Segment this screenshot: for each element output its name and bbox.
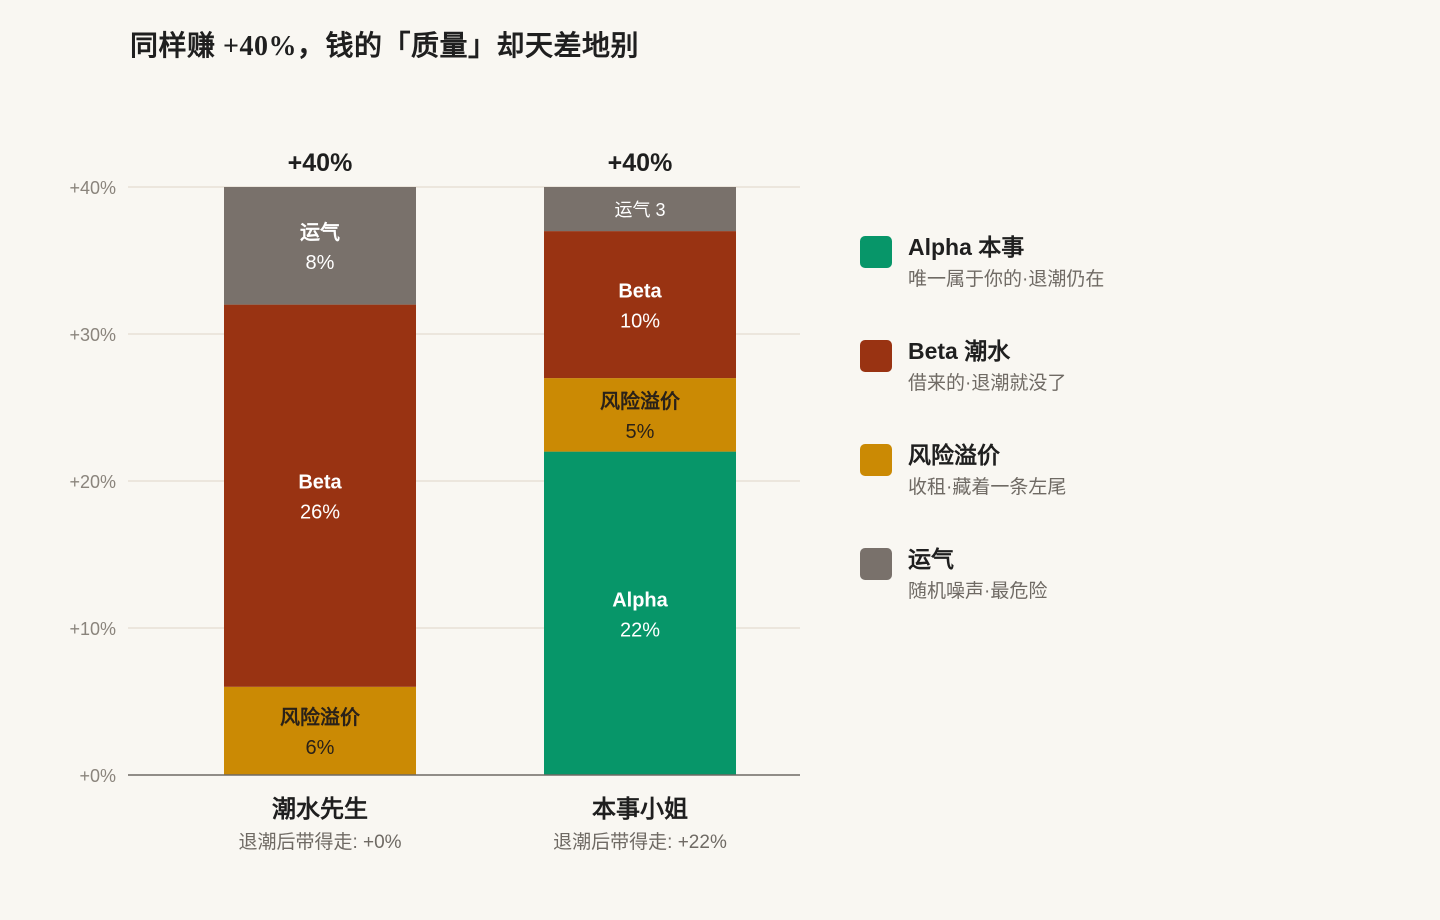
legend-item-luck: 运气 随机噪声·最危险	[860, 538, 1400, 642]
segment-value-label: 8%	[306, 252, 335, 274]
bar-segment-alpha	[544, 451, 736, 775]
y-tick-label: +0%	[79, 766, 116, 786]
stacked-bar-chart: +0% +10% +20% +30% +40% 风险溢价 6% Beta 26% 运气 8% +40%…	[69, 149, 800, 853]
legend-swatch-alpha	[860, 236, 892, 268]
bar-total-label: +40%	[288, 149, 353, 177]
legend-swatch-beta	[860, 340, 892, 372]
segment-label: Beta	[298, 472, 342, 494]
bar-segment-beta	[544, 231, 736, 379]
y-tick-label: +40%	[69, 178, 116, 198]
legend-item-alpha: Alpha 本事 唯一属于你的·退潮仍在	[860, 226, 1400, 330]
category-note: 退潮后带得走: +0%	[238, 831, 401, 853]
segment-value-label: 26%	[300, 502, 340, 524]
y-tick-label: +30%	[69, 325, 116, 345]
y-tick-label: +10%	[69, 619, 116, 639]
legend-swatch-luck	[860, 548, 892, 580]
legend-item-beta: Beta 潮水 借来的·退潮就没了	[860, 330, 1400, 434]
legend-label: 运气	[908, 546, 954, 572]
segment-value-label: 5%	[626, 421, 655, 443]
legend-description: 收租·藏着一条左尾	[908, 477, 1067, 498]
legend: Alpha 本事 唯一属于你的·退潮仍在 Beta 潮水 借来的·退潮就没了 风…	[860, 226, 1400, 642]
bar-segment-luck	[224, 187, 416, 305]
legend-description: 唯一属于你的·退潮仍在	[908, 269, 1105, 290]
bar-total-label: +40%	[608, 149, 673, 177]
legend-label: Beta 潮水	[908, 338, 1011, 364]
legend-swatch-risk-premium	[860, 444, 892, 476]
segment-value-label: 6%	[306, 737, 335, 759]
segment-value-label: 10%	[620, 311, 660, 333]
segment-label: Beta	[618, 281, 662, 303]
category-note: 退潮后带得走: +22%	[553, 831, 727, 853]
segment-value-label: 22%	[620, 619, 660, 641]
bar-segment-beta	[224, 304, 416, 687]
segment-label: 风险溢价	[280, 705, 361, 729]
category-label: 潮水先生	[272, 796, 368, 823]
legend-label: 风险溢价	[908, 442, 1000, 468]
legend-label: Alpha 本事	[908, 234, 1025, 260]
segment-label: 运气	[300, 220, 340, 244]
segment-label: 风险溢价	[600, 389, 681, 413]
legend-item-risk-premium: 风险溢价 收租·藏着一条左尾	[860, 434, 1400, 538]
segment-label: Alpha	[612, 589, 668, 611]
bar-segment-premium	[544, 378, 736, 452]
y-tick-label: +20%	[69, 472, 116, 492]
category-label: 本事小姐	[592, 796, 688, 823]
bar-segment-premium	[224, 686, 416, 775]
chart-title: 同样赚 +40%，钱的「质量」却天差地别	[130, 31, 639, 62]
bar-segment-luck	[544, 187, 736, 232]
legend-description: 借来的·退潮就没了	[908, 373, 1067, 394]
legend-description: 随机噪声·最危险	[908, 581, 1048, 602]
segment-label: 运气 3	[614, 200, 665, 220]
